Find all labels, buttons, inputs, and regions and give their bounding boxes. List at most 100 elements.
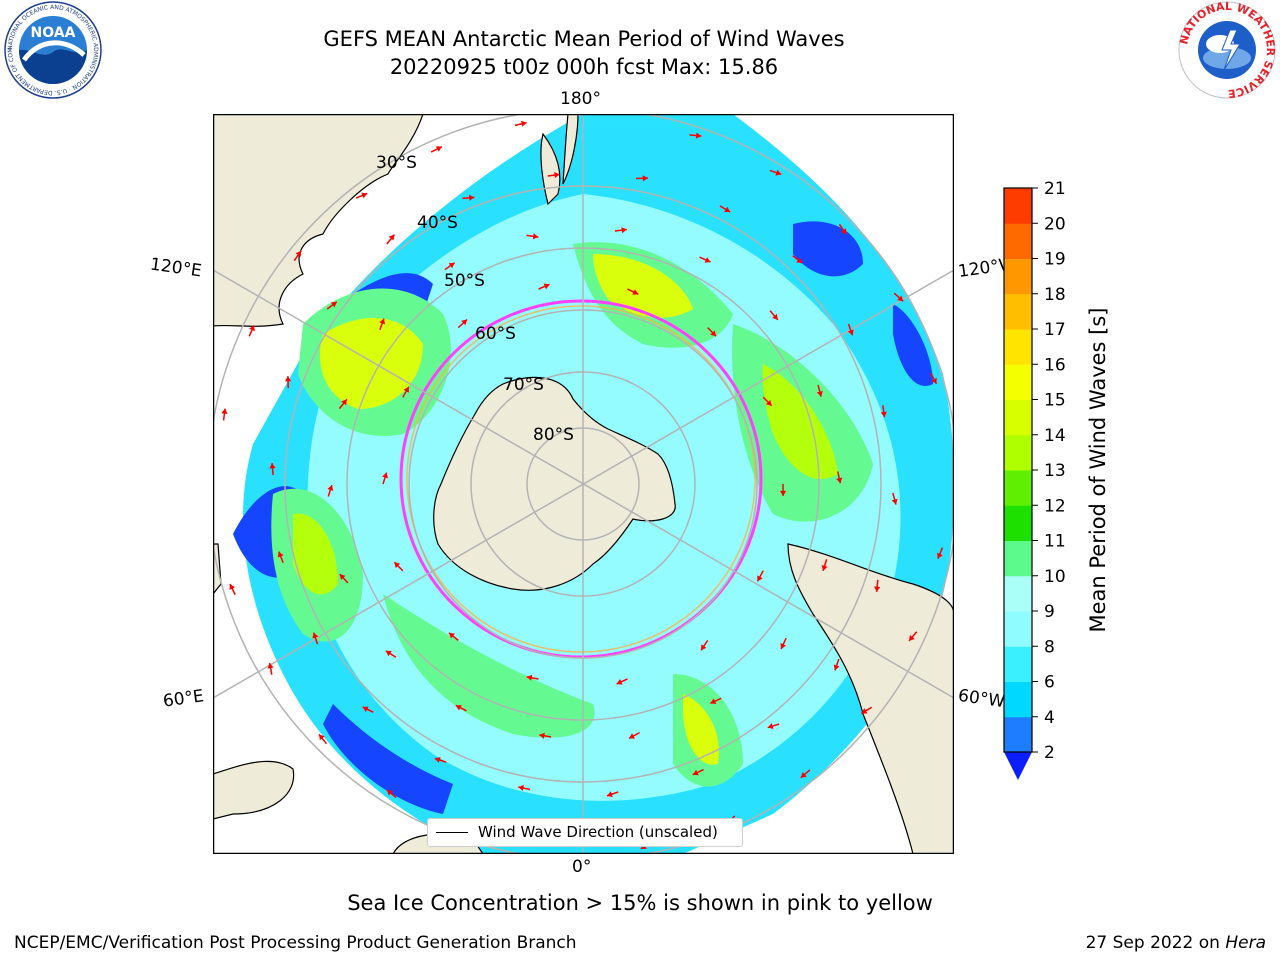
wave-direction-arrowhead [526,674,533,681]
wave-direction-arrowhead [701,644,707,651]
lat-label-80s: 80°S [533,425,574,445]
wave-direction-arrowhead [461,319,468,326]
lon-label-60e: 60°E [161,686,206,712]
graticule [213,114,954,854]
colorbar-tick-label: 4 [1044,708,1055,728]
colorbar-tick-label: 16 [1044,355,1066,375]
colorbar-under-arrow [1004,752,1032,780]
wave-direction-arrowhead [394,562,401,569]
wave-direction-arrowhead [836,477,843,484]
wave-direction-arrowhead [267,662,274,669]
wave-direction-arrowhead [468,194,475,201]
colorbar-bin [1004,611,1032,647]
wave-direction-arrowhead [695,132,702,139]
wave-direction-arrowhead [543,283,550,290]
colorbar-tick-label: 18 [1044,285,1066,305]
wave-direction-arrowhead [936,552,943,559]
wave-direction-arrowhead [277,551,284,558]
wave-direction-arrowhead [767,723,774,729]
wave-direction-arrowhead [539,732,545,739]
footer-credit: NCEP/EMC/Verification Post Processing Pr… [14,933,577,953]
wave-direction-arrowhead [312,632,319,639]
wave-direction-arrowhead [434,757,441,763]
colorbar-tick-label: 14 [1044,426,1066,446]
wave-direction-arrowhead [361,192,368,199]
wave-direction-arrowhead [757,575,763,582]
colorbar-bin [1004,575,1032,612]
wave-direction-arrowhead [327,485,334,491]
noaa-logo: NATIONAL OCEANIC AND ATMOSPHERIC ADMINIS… [0,0,102,99]
lat-label-30s: 30°S [376,153,417,173]
wave-direction-arrowhead [880,411,887,418]
wave-direction-arrowhead [847,329,854,336]
wave-direction-arrowhead [704,257,711,263]
lat-label-50s: 50°S [444,271,485,291]
wave-direction-arrowhead [621,227,627,234]
wave-direction-arrowhead [341,399,347,406]
wave-direction-arrowhead [874,586,881,592]
lon-label-120e: 120°E [148,254,203,282]
legend-label: Wind Wave Direction (unscaled) [478,823,718,841]
colorbar-tick-label: 10 [1044,567,1066,587]
wave-direction-arrowhead [724,206,731,213]
colorbar-bin [1004,470,1032,506]
footer-date-text: 27 Sep 2022 on [1085,933,1226,953]
wave-direction-arrowhead [833,664,840,671]
colorbar-tick-label: 17 [1044,320,1066,340]
wave-direction-arrowhead [775,169,782,176]
wave-direction-arrowhead [861,708,868,714]
wave-direction-arrowhead [909,634,915,641]
wave-direction-arrowhead [385,650,392,657]
colorbar-tick-label: 8 [1044,637,1055,657]
colorbar-tick-label: 2 [1044,743,1055,763]
colorbar-tick-label: 13 [1044,461,1066,481]
wave-direction-arrowhead [800,772,807,778]
colorbar: 2 4 6 8 9 10 11 12 13 14 15 16 17 18 19 20 21 [1003,180,1066,780]
colorbar-label: Mean Period of Wind Waves [s] [1086,307,1110,633]
colorbar-bin [1004,434,1032,471]
wave-direction-arrowhead [816,390,823,397]
legend-line-swatch [436,832,468,833]
footer-date: 27 Sep 2022 on Hera [1086,933,1266,953]
wave-direction-arrowhead [632,289,639,295]
wave-direction-arrowhead [554,172,560,179]
wave-direction-arrowhead [616,679,623,685]
wave-direction-arrowhead [295,250,302,257]
wave-direction-arrowhead [229,583,236,590]
wave-direction-arrowhead [772,313,778,320]
wave-direction-arrowhead [897,295,904,302]
nws-logo: NATIONAL WEATHER SERVICE [1177,0,1277,100]
colorbar-bin [1004,505,1032,541]
colorbar-bin [1004,329,1032,365]
colorbar-bin [1004,258,1032,295]
wave-direction-arrowhead [796,257,803,264]
colorbar-bin [1004,399,1032,436]
wave-direction-arrowhead [388,234,395,241]
wave-direction-arrowhead [330,301,337,308]
wave-direction-arrowhead [518,784,524,792]
wave-direction-arrowhead [606,791,613,798]
colorbar-tick-label: 21 [1044,180,1066,199]
wave-direction-arrowhead [319,734,325,741]
colorbar-bin [1004,681,1032,718]
wave-direction-arrowhead [448,262,455,269]
map-legend: Wind Wave Direction (unscaled) [427,818,743,847]
wave-direction-arrowhead [780,643,787,650]
colorbar-bin [1004,364,1032,400]
wave-direction-arrowhead [840,228,847,235]
colorbar-tick-label: 19 [1044,250,1066,270]
wave-direction-arrowhead [821,565,828,571]
wave-direction-arrowhead [339,574,346,581]
wave-direction-arrowhead [403,386,409,393]
wave-direction-arrowhead [455,704,462,711]
sea-ice-caption: Sea Ice Concentration > 15% is shown in … [347,891,933,915]
colorbar-bin [1004,540,1032,577]
wave-direction-arrowhead [379,318,386,325]
colorbar-bin [1004,188,1032,224]
wave-direction-arrowhead [520,120,527,127]
wave-direction-arrowhead [386,789,393,796]
colorbar-bin [1004,646,1032,682]
colorbar-tick-label: 12 [1044,496,1066,516]
wave-direction-arrowhead [891,498,898,505]
wave-direction-arrowhead [362,706,369,713]
